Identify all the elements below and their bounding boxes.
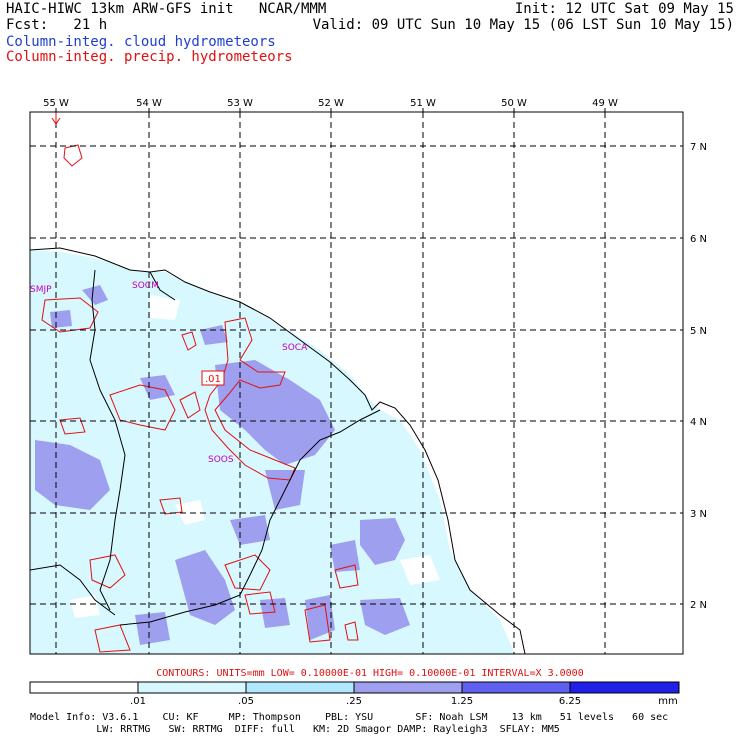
lon-label: 53 W <box>227 98 253 109</box>
lon-ticks <box>55 108 606 112</box>
colorbar-unit: mm <box>658 696 677 707</box>
colorbar-bin <box>569 681 680 694</box>
colorbar-tick: .25 <box>346 696 362 707</box>
latlon-grid <box>30 112 683 654</box>
colorbar-bin <box>137 681 247 694</box>
model-title: HAIC-HIWC 13km ARW-GFS init NCAR/MMM <box>6 1 327 17</box>
clear-patch <box>70 595 100 618</box>
contours-info: CONTOURS: UNITS=mm LOW= 0.10000E-01 HIGH… <box>156 668 583 679</box>
station-soos: SOOS <box>208 455 234 465</box>
colorbar-tick: .01 <box>130 696 146 707</box>
lat-labels: 7 N 6 N 5 N 4 N 3 N 2 N <box>690 142 707 611</box>
station-socm: SOCM <box>132 281 159 291</box>
lat-label: 4 N <box>690 417 707 428</box>
lat-label: 3 N <box>690 509 707 520</box>
field-precip-label: Column-integ. precip. hydrometeors <box>6 49 293 65</box>
lat-label: 7 N <box>690 142 707 153</box>
station-smjp: SMJP <box>30 285 52 295</box>
clear-patch <box>150 295 180 320</box>
colorbar-bin <box>29 681 139 694</box>
colorbar-bin <box>353 681 463 694</box>
lon-label: 54 W <box>136 98 162 109</box>
clear-patch <box>400 555 440 585</box>
contour-label: .01 <box>205 374 221 385</box>
model-info-line2: LW: RRTMG SW: RRTMG DIFF: full KM: 2D Sm… <box>30 724 560 735</box>
lat-label: 5 N <box>690 326 707 337</box>
colorbar-tick: 6.25 <box>559 696 581 707</box>
field-cloud-label: Column-integ. cloud hydrometeors <box>6 34 276 50</box>
colorbar-bin <box>245 681 355 694</box>
map-frame <box>29 111 684 655</box>
lon-label: 50 W <box>501 98 527 109</box>
station-soca: SOCA <box>282 343 308 353</box>
lon-label: 52 W <box>318 98 344 109</box>
colorbar: .01 .05 .25 1.25 6.25 mm <box>29 681 680 707</box>
colorbar-tick: 1.25 <box>451 696 473 707</box>
forecast-hour: Fcst: 21 h <box>6 17 108 33</box>
colorbar-bin <box>461 681 571 694</box>
map-fields: .01 SMJP SOCM SOCA SOOS <box>30 112 683 654</box>
station-marker-icon <box>51 112 61 125</box>
lat-label: 6 N <box>690 234 707 245</box>
stations: SMJP SOCM SOCA SOOS <box>30 281 308 465</box>
lon-label: 51 W <box>410 98 436 109</box>
lon-labels: 55 W 54 W 53 W 52 W 51 W 50 W 49 W <box>43 98 618 109</box>
model-info-line1: Model Info: V3.6.1 CU: KF MP: Thompson P… <box>30 712 669 723</box>
lon-label: 55 W <box>43 98 69 109</box>
lat-label: 2 N <box>690 600 707 611</box>
init-time: Init: 12 UTC Sat 09 May 15 <box>514 1 734 17</box>
colorbar-tick: .05 <box>238 696 254 707</box>
valid-time: Valid: 09 UTC Sun 10 May 15 (06 LST Sun … <box>312 17 734 33</box>
coastline <box>30 247 526 654</box>
contour-label-box <box>201 370 225 386</box>
lon-label: 49 W <box>592 98 618 109</box>
